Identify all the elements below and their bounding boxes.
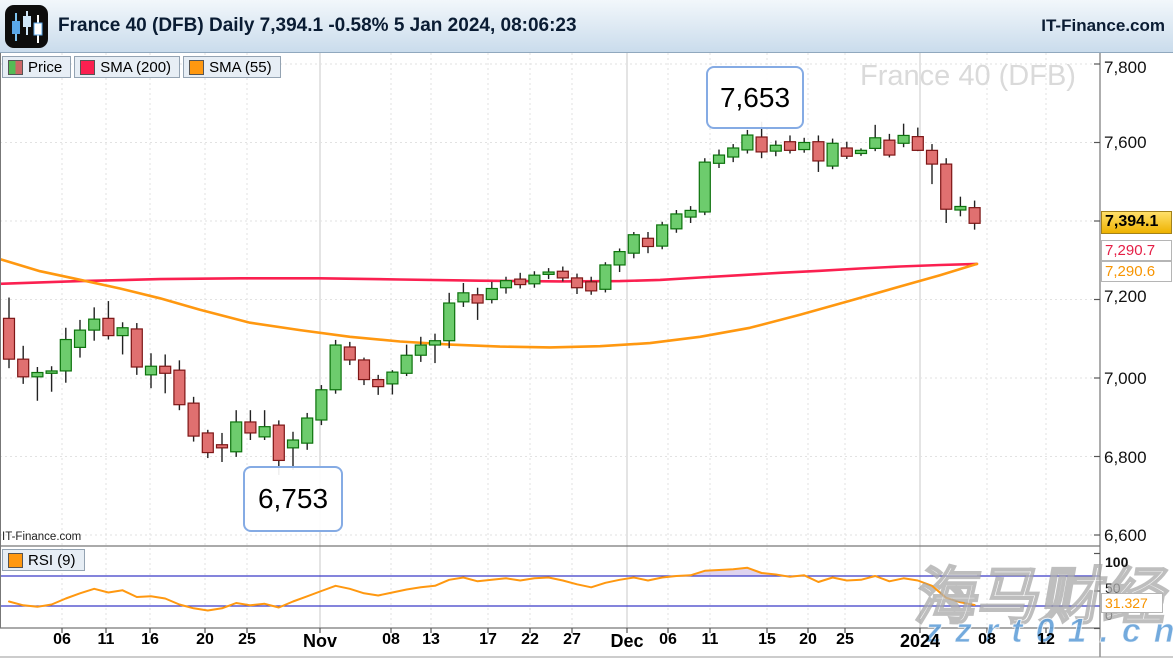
legend-rsi-label: RSI (9) (28, 551, 76, 569)
legend-sma55-chip[interactable]: SMA (55) (183, 56, 281, 78)
title-bar: France 40 (DFB) Daily 7,394.1 -0.58% 5 J… (0, 0, 1173, 53)
x-axis-label: 08 (382, 631, 400, 648)
url-watermark: zzrt01.cn (925, 612, 1173, 651)
rsi-swatch-icon (8, 552, 23, 568)
price-axis-label: 7,800 (1104, 58, 1147, 77)
x-axis-label: 11 (97, 631, 115, 648)
sma55-swatch-icon (189, 59, 205, 75)
rsi-axis-label: 50 (1105, 580, 1121, 596)
x-axis-label: Nov (302, 631, 338, 651)
legend-sma200-label: SMA (200) (100, 58, 172, 76)
x-axis-label: 20 (196, 631, 214, 648)
x-axis-label: 25 (238, 631, 256, 648)
sma200-value-badge: 7,290.7 (1101, 240, 1172, 261)
x-axis-label: 06 (53, 631, 71, 648)
itfinance-small-watermark: IT-Finance.com (2, 531, 82, 543)
x-axis-label: 25 (836, 631, 854, 648)
brand-label: IT-Finance.com (1041, 16, 1165, 35)
rsi-axis-label: 0 (1105, 607, 1113, 623)
price-axis-label: 6,800 (1104, 448, 1147, 467)
candlestick-logo-icon (5, 4, 48, 48)
rsi-axis-label: 100 (1105, 554, 1129, 570)
legend-rsi-chip[interactable]: RSI (9) (2, 549, 85, 571)
legend-sma200-chip[interactable]: SMA (200) (74, 56, 181, 78)
legend-sma55-label: SMA (55) (209, 58, 272, 76)
low-annotation: 6,753 (243, 466, 343, 532)
price-axis-label: 7,000 (1104, 369, 1147, 388)
price-swatch-icon (8, 59, 23, 75)
price-legend-row: Price SMA (200) SMA (55) (2, 56, 281, 78)
x-axis-label: 27 (563, 631, 581, 648)
x-axis-label: 16 (141, 631, 159, 648)
x-axis-label: 22 (521, 631, 539, 648)
legend-price-chip[interactable]: Price (2, 56, 72, 78)
x-axis-label: Dec (610, 631, 644, 651)
price-axis-label: 6,600 (1104, 526, 1147, 545)
instrument-title: France 40 (DFB) Daily 7,394.1 -0.58% 5 J… (58, 15, 577, 36)
x-axis-label: 06 (659, 631, 677, 648)
x-axis-label: 20 (799, 631, 817, 648)
last-price-badge: 7,394.1 (1101, 211, 1172, 234)
x-axis-label: 11 (701, 631, 719, 648)
price-axis-label: 7,600 (1104, 133, 1147, 152)
x-axis-label: 2024 (899, 631, 941, 651)
x-axis-label: 17 (479, 631, 497, 648)
x-axis-label: 13 (422, 631, 440, 648)
sma55-value-badge: 7,290.6 (1101, 261, 1172, 282)
high-annotation: 7,653 (706, 66, 804, 129)
x-axis-label: 08 (978, 631, 996, 648)
price-axis-label: 7,200 (1104, 287, 1147, 306)
instrument-watermark: France 40 (DFB) (860, 60, 1076, 92)
legend-price-label: Price (28, 58, 63, 76)
x-axis-label: 15 (758, 631, 776, 648)
rsi-value-badge: 31.327 (1101, 593, 1163, 613)
x-axis-label: 12 (1037, 631, 1055, 648)
sma200-swatch-icon (80, 59, 96, 75)
